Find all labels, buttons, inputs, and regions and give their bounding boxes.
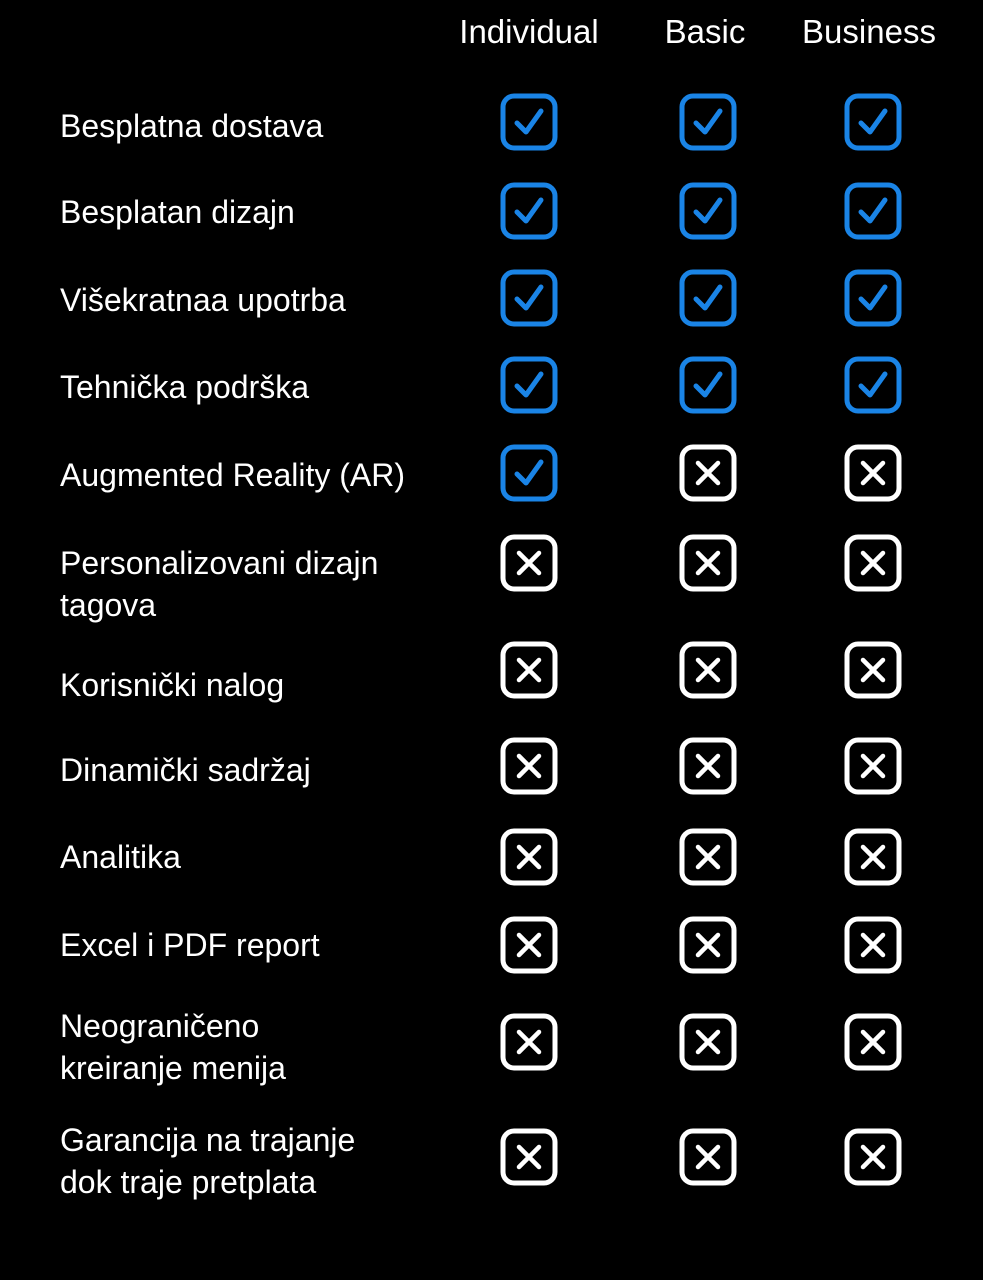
checkbox-checked-icon bbox=[679, 356, 737, 414]
checkbox-x-icon bbox=[844, 641, 902, 699]
checkbox-x-icon bbox=[500, 1128, 558, 1186]
checkbox-x-icon bbox=[844, 828, 902, 886]
feature-label: Besplatna dostava bbox=[60, 108, 324, 144]
checkbox-x-icon bbox=[844, 1013, 902, 1071]
plan-header-business: Business bbox=[802, 13, 936, 50]
feature-label: Dinamički sadržaj bbox=[60, 752, 311, 788]
feature-label: Besplatan dizajn bbox=[60, 194, 295, 230]
checkbox-x-icon bbox=[500, 916, 558, 974]
checkbox-x-icon bbox=[500, 1013, 558, 1071]
checkbox-x-icon bbox=[679, 641, 737, 699]
checkbox-checked-icon bbox=[500, 356, 558, 414]
checkbox-checked-icon bbox=[500, 269, 558, 327]
checkbox-x-icon bbox=[679, 1128, 737, 1186]
feature-label: Garancija na trajanje dok traje pretplat… bbox=[60, 1122, 356, 1200]
checkbox-x-icon bbox=[500, 534, 558, 592]
checkbox-x-icon bbox=[679, 534, 737, 592]
checkbox-x-icon bbox=[844, 916, 902, 974]
plan-header-basic: Basic bbox=[664, 13, 746, 50]
checkbox-x-icon bbox=[844, 534, 902, 592]
checkbox-x-icon bbox=[679, 737, 737, 795]
checkbox-checked-icon bbox=[844, 93, 902, 151]
checkbox-x-icon bbox=[844, 737, 902, 795]
feature-label: Analitika bbox=[60, 839, 181, 875]
checkbox-checked-icon bbox=[844, 269, 902, 327]
checkbox-checked-icon bbox=[679, 93, 737, 151]
checkbox-x-icon bbox=[500, 737, 558, 795]
feature-label: Excel i PDF report bbox=[60, 927, 320, 963]
checkbox-x-icon bbox=[844, 444, 902, 502]
checkbox-checked-icon bbox=[500, 93, 558, 151]
checkbox-checked-icon bbox=[500, 444, 558, 502]
checkbox-x-icon bbox=[679, 1013, 737, 1071]
checkbox-x-icon bbox=[679, 916, 737, 974]
feature-label: Personalizovani dizajn tagova bbox=[60, 545, 379, 623]
checkbox-checked-icon bbox=[500, 182, 558, 240]
checkbox-checked-icon bbox=[844, 182, 902, 240]
plan-header-individual: Individual bbox=[459, 13, 599, 50]
checkbox-x-icon bbox=[844, 1128, 902, 1186]
feature-label: Korisnički nalog bbox=[60, 667, 285, 703]
feature-label: Tehnička podrška bbox=[60, 369, 310, 405]
feature-label: Neograničeno kreiranje menija bbox=[60, 1008, 286, 1086]
feature-label: Višekratnaa upotrba bbox=[60, 282, 346, 318]
checkbox-checked-icon bbox=[679, 182, 737, 240]
checkbox-checked-icon bbox=[679, 269, 737, 327]
checkbox-x-icon bbox=[679, 828, 737, 886]
checkbox-checked-icon bbox=[844, 356, 902, 414]
checkbox-x-icon bbox=[500, 641, 558, 699]
checkbox-x-icon bbox=[679, 444, 737, 502]
checkbox-x-icon bbox=[500, 828, 558, 886]
feature-label: Augmented Reality (AR) bbox=[60, 457, 406, 493]
